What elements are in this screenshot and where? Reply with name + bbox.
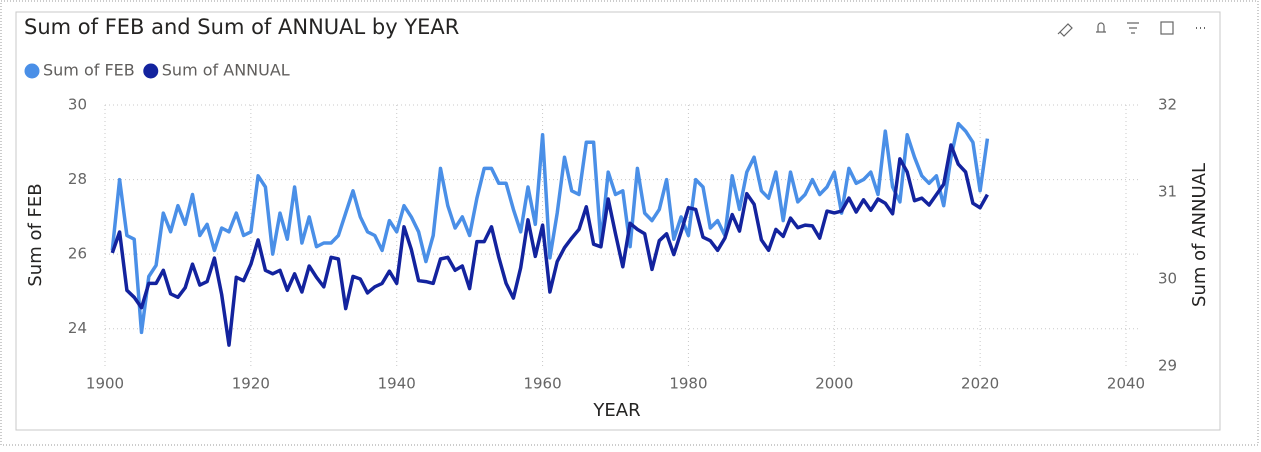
x-tick-label: 2000 xyxy=(815,375,853,393)
toolbar[interactable] xyxy=(1057,21,1205,37)
legend-label: Sum of FEB xyxy=(43,61,135,80)
series-line xyxy=(110,121,990,335)
y2-tick-label: 29 xyxy=(1158,357,1177,375)
legend: Sum of FEB Sum of ANNUAL xyxy=(24,61,290,80)
series-line xyxy=(110,143,989,347)
legend-marker xyxy=(24,63,40,79)
chart-title: Sum of FEB and Sum of ANNUAL by YEAR xyxy=(24,15,459,39)
x-tick-label: 1960 xyxy=(523,375,561,393)
y-tick-label: 24 xyxy=(68,319,87,337)
legend-marker xyxy=(143,63,159,79)
visual-frame xyxy=(15,11,1221,431)
x-tick-label: 1920 xyxy=(232,375,270,393)
y-axis-title: Sum of FEB xyxy=(25,183,46,286)
y2-tick-label: 31 xyxy=(1158,183,1177,201)
pin-icon[interactable] xyxy=(1057,23,1073,37)
y2-tick-label: 30 xyxy=(1158,270,1177,288)
x-tick-label: 2040 xyxy=(1107,375,1145,393)
focus-icon[interactable] xyxy=(1160,21,1174,35)
x-tick-label: 1940 xyxy=(378,375,416,393)
y-tick-label: 28 xyxy=(68,170,87,188)
x-tick-label: 1900 xyxy=(86,375,124,393)
x-tick-label: 2020 xyxy=(961,375,999,393)
alert-icon[interactable] xyxy=(1096,22,1106,33)
legend-label: Sum of ANNUAL xyxy=(162,61,290,80)
y2-tick-label: 32 xyxy=(1158,96,1177,114)
y-tick-label: 30 xyxy=(68,96,87,114)
x-axis-title: YEAR xyxy=(592,400,640,421)
y-tick-label: 26 xyxy=(68,245,87,263)
y2-axis-title: Sum of ANNUAL xyxy=(1189,163,1210,307)
x-tick-label: 1980 xyxy=(669,375,707,393)
filter-icon[interactable] xyxy=(1127,22,1139,34)
